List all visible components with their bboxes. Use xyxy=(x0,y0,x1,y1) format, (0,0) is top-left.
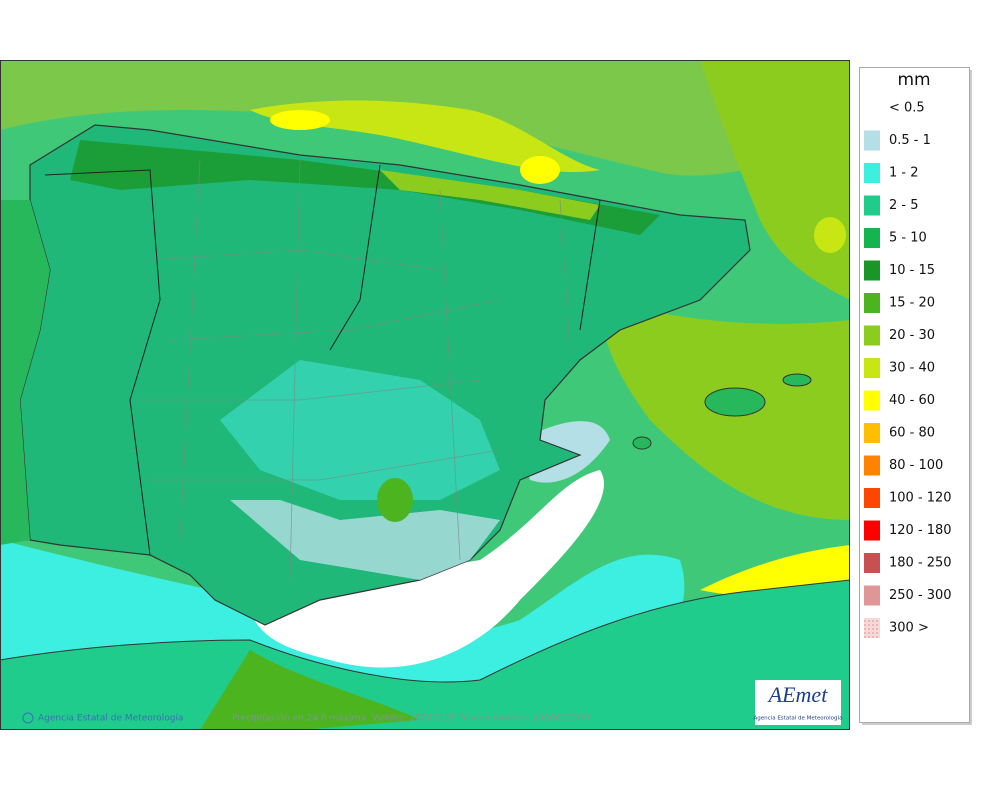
legend-swatch xyxy=(864,423,880,443)
legend-label: 5 - 10 xyxy=(889,231,927,246)
legend-swatch xyxy=(864,390,880,411)
legend-swatch xyxy=(864,195,880,216)
legend-label: 80 - 100 xyxy=(889,458,943,473)
legend-label: 40 - 60 xyxy=(889,393,935,408)
logo-name: AEmet xyxy=(767,682,829,707)
logo-box xyxy=(755,680,841,725)
legend-label: 10 - 15 xyxy=(889,263,935,278)
legend-label: 250 - 300 xyxy=(889,588,952,603)
legend-label: 30 - 40 xyxy=(889,361,935,376)
legend-label: 300 > xyxy=(889,621,929,636)
legend-swatch xyxy=(864,163,880,183)
legend-label: 180 - 250 xyxy=(889,556,952,571)
legend-swatch xyxy=(864,228,880,248)
legend-swatch xyxy=(864,358,880,378)
legend-label: 0.5 - 1 xyxy=(889,133,931,148)
legend-swatch xyxy=(864,488,880,508)
legend-swatch xyxy=(864,618,880,638)
aemet-logo: AEmet Agencia Estatal de Meteorología xyxy=(754,680,843,725)
map-frame xyxy=(0,60,850,730)
legend-label: 120 - 180 xyxy=(889,523,952,538)
legend-swatch xyxy=(864,585,880,606)
legend-label: 20 - 30 xyxy=(889,328,935,343)
copyright-icon xyxy=(22,712,34,724)
legend-swatch xyxy=(864,455,880,476)
precipitation-field xyxy=(0,60,850,730)
legend-swatch xyxy=(864,260,880,281)
legend-label: 100 - 120 xyxy=(889,491,952,506)
legend-label: 15 - 20 xyxy=(889,296,935,311)
agency-credit: Agencia Estatal de Meteorología xyxy=(38,714,184,724)
legend-swatch xyxy=(864,520,880,541)
legend-swatch xyxy=(864,130,880,151)
legend-label: 1 - 2 xyxy=(889,166,919,181)
legend-swatch xyxy=(864,553,880,573)
legend-swatch xyxy=(864,293,880,313)
footer: Agencia Estatal de Meteorología Precipit… xyxy=(22,712,590,724)
legend-label: 2 - 5 xyxy=(889,198,919,213)
legend-swatch xyxy=(864,325,880,346)
logo-subtitle: Agencia Estatal de Meteorología xyxy=(754,715,843,722)
legend-label: < 0.5 xyxy=(889,101,925,116)
legend: mm < 0.5 0.5 - 1 1 - 2 2 - 5 5 - 10 10 - 15 15… xyxy=(859,67,972,725)
legend-title: mm xyxy=(897,70,930,90)
map-caption: Precipitación en 24 h máxima. Validez: 2… xyxy=(232,713,590,724)
legend-label: 60 - 80 xyxy=(889,426,935,441)
